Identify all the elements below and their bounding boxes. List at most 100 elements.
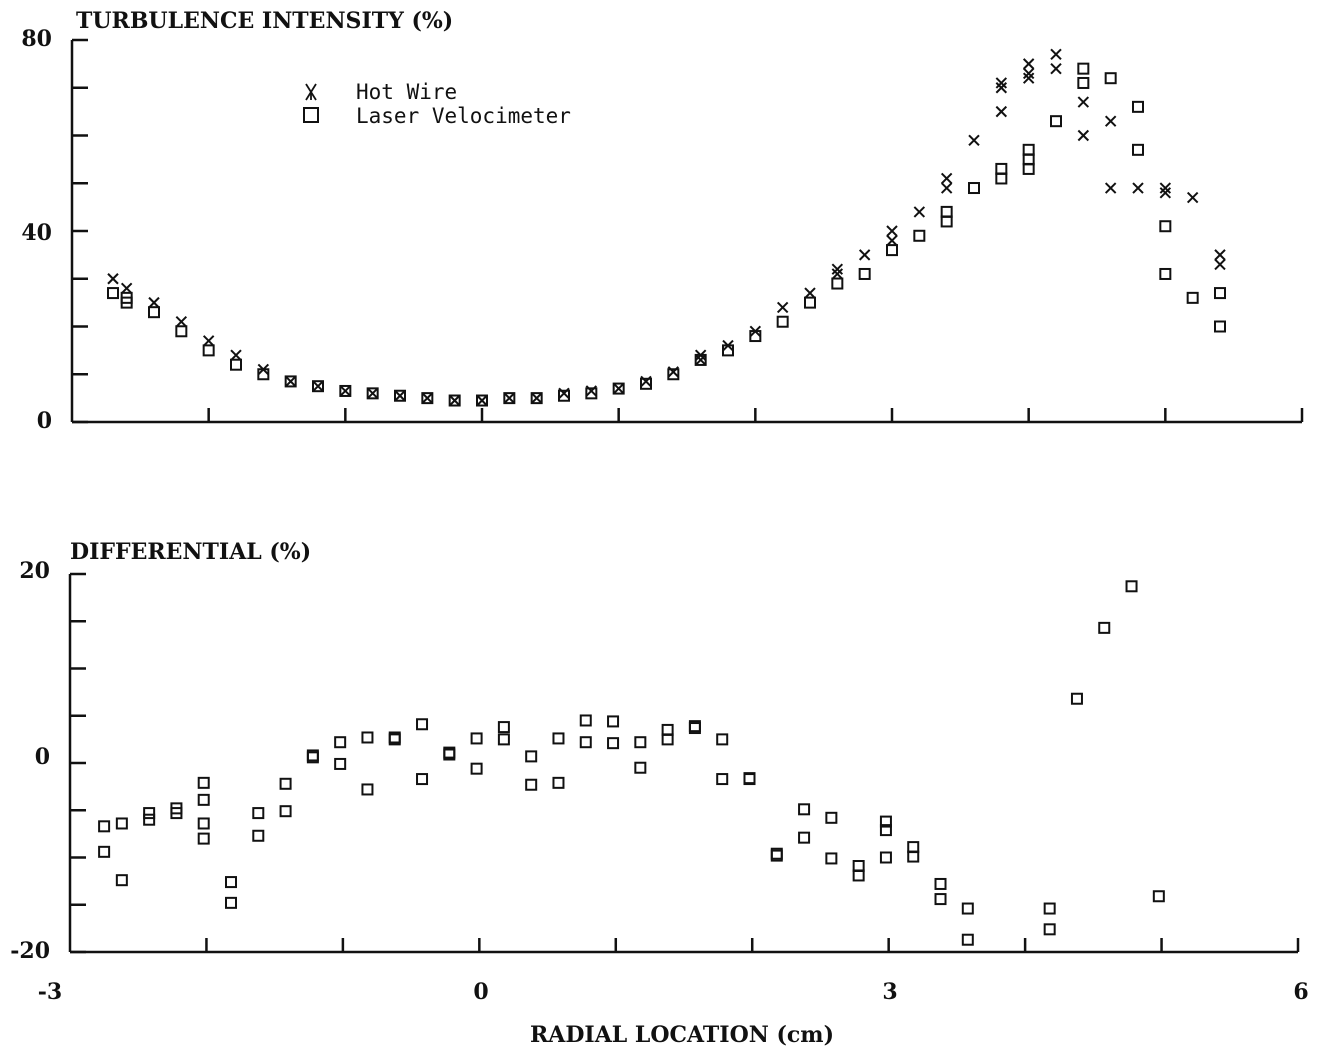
hot-wire-point [1159,187,1172,199]
differential-point [443,748,456,761]
differential-point [770,849,783,862]
hot-wire-point [107,273,119,285]
laser-velocimeter-point [940,205,953,218]
laser-velocimeter-point [366,387,379,400]
hot-wire-point [148,296,160,309]
differential-point [934,877,947,890]
differential-point [497,721,510,734]
top-axis-ticks [72,38,1304,424]
bottom-y-tick-label-20: 20 [19,558,50,584]
laser-velocimeter-point [421,392,434,405]
hot-wire-point [995,105,1008,118]
laser-velocimeter-point [503,392,516,405]
differential-point [225,896,238,909]
differential-point [607,715,620,728]
differential-point [716,773,729,786]
differential-point [1070,692,1083,705]
bottom-axis-ticks [70,572,1300,954]
hot-wire-point [312,380,324,392]
laser-velocimeter-point [749,330,762,343]
laser-velocimeter-point [804,296,816,309]
hot-wire-point [1104,115,1117,127]
bottom-y-tick-label-0: 0 [35,744,50,770]
differential-point [634,736,647,749]
laser-velocimeter-point [886,244,898,257]
hot-wire-point [120,282,133,295]
differential-point [470,732,483,745]
laser-velocimeter-point [995,162,1008,175]
hot-wire-point [886,225,898,237]
x-tick-label-6: 6 [1293,979,1308,1005]
hot-wire-point [175,316,188,328]
top-y-tick-label-80: 80 [21,26,52,52]
hot-wire-point [339,385,352,397]
bottom-chart-title: DIFFERENTIAL (%) [70,539,311,565]
differential-point [852,869,865,882]
laser-velocimeter-point [1104,72,1117,85]
laser-velocimeter-point [1022,143,1035,156]
differential-point [470,762,483,775]
hot-wire-point [1077,129,1090,142]
hot-wire-point [476,394,488,407]
hot-wire-point [503,392,516,404]
differential-point [879,815,892,828]
laser-velocimeter-point [312,380,324,393]
laser-velocimeter-point [339,384,352,397]
laser-velocimeter-point [858,267,871,280]
laser-velocimeter-point [913,229,926,242]
hot-wire-point [366,387,379,400]
laser-velocimeter-point [612,382,625,395]
hot-wire-point [1159,182,1172,194]
hot-wire-point [831,263,844,275]
differential-point [907,850,920,863]
laser-velocimeter-point [667,368,680,381]
bottom-chart-points [98,580,1165,946]
laser-velocimeter-point [1077,62,1090,75]
x-tick-label-minus-3: -3 [38,979,62,1005]
laser-velocimeter-point [202,344,215,357]
differential-point [879,824,892,837]
hot-wire-point [694,354,707,366]
laser-velocimeter-point [1022,153,1035,166]
differential-point [798,803,811,816]
hot-wire-point [858,249,871,261]
differential-point [961,933,974,946]
hot-wire-point [940,172,953,185]
differential-point [879,851,892,864]
hot-wire-point [230,349,242,361]
differential-point [170,807,183,820]
top-y-tick-label-40: 40 [21,220,52,246]
laser-velocimeter-point [1214,320,1226,333]
hot-wire-point [995,82,1008,94]
laser-velocimeter-point [1186,291,1199,304]
differential-point [252,807,265,820]
hot-wire-point [448,394,461,407]
hot-wire-point [968,134,980,146]
differential-point [115,874,128,887]
turbulence-intensity-chart: TURBULENCE INTENSITY (%) 80 40 0 Hot Wir… [21,8,1304,434]
x-tick-label-0: 0 [473,979,488,1005]
differential-point [197,776,210,789]
laser-velocimeter-point [1214,287,1226,300]
differential-point [497,733,510,746]
differential-point [825,811,838,824]
hot-wire-point [530,392,543,404]
hot-wire-point [1186,191,1199,204]
differential-point [98,820,111,833]
differential-point [334,757,347,770]
hot-wire-point [995,77,1008,89]
laser-velocimeter-point [1132,100,1144,113]
legend-hot-wire-marker [305,83,317,101]
laser-velocimeter-point [530,392,543,405]
laser-velocimeter-point [776,315,789,328]
differential-point [1125,580,1138,593]
differential-point [825,852,838,865]
differential-point [1043,923,1056,936]
differential-point [798,831,811,844]
hot-wire-point [1214,249,1226,261]
differential-point [607,737,620,750]
differential-point [143,807,156,820]
laser-velocimeter-point [585,387,598,400]
hot-wire-point [1022,67,1035,80]
differential-point [1098,621,1111,634]
